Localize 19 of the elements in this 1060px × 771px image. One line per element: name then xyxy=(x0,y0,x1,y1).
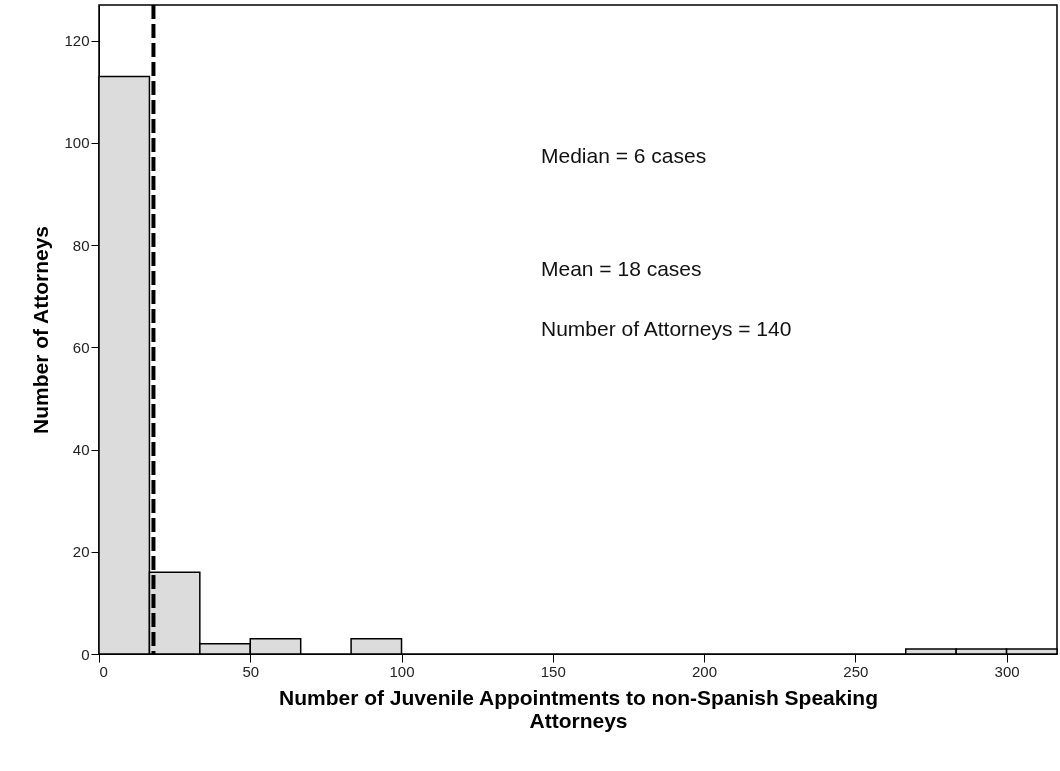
x-tick-label: 250 xyxy=(843,662,869,680)
x-tick-label: 200 xyxy=(692,662,718,680)
x-tick-label: 300 xyxy=(994,662,1020,680)
y-tick-label: 80 xyxy=(72,236,90,254)
y-tick-label: 120 xyxy=(64,32,90,50)
y-tick-label: 100 xyxy=(64,134,90,152)
x-tick-label: 150 xyxy=(540,662,566,680)
y-tick-label: 40 xyxy=(72,441,90,459)
x-tick-label: 0 xyxy=(99,662,108,680)
y-tick-label: 0 xyxy=(81,645,90,663)
annotation: Mean = 18 cases xyxy=(541,257,702,280)
x-axis-title: Number of Juvenile Appointments to non-Spanish Speaking Attorneys xyxy=(279,685,878,732)
y-axis-title: Number of Attorneys xyxy=(29,225,53,435)
x-tick-label: 100 xyxy=(389,662,415,680)
x-tick-label: 50 xyxy=(242,662,260,680)
annotation: Median = 6 cases xyxy=(541,144,707,167)
annotation: Number of Attorneys = 140 xyxy=(541,317,792,340)
y-tick-label: 20 xyxy=(72,543,90,561)
y-tick-label: 60 xyxy=(72,338,90,356)
